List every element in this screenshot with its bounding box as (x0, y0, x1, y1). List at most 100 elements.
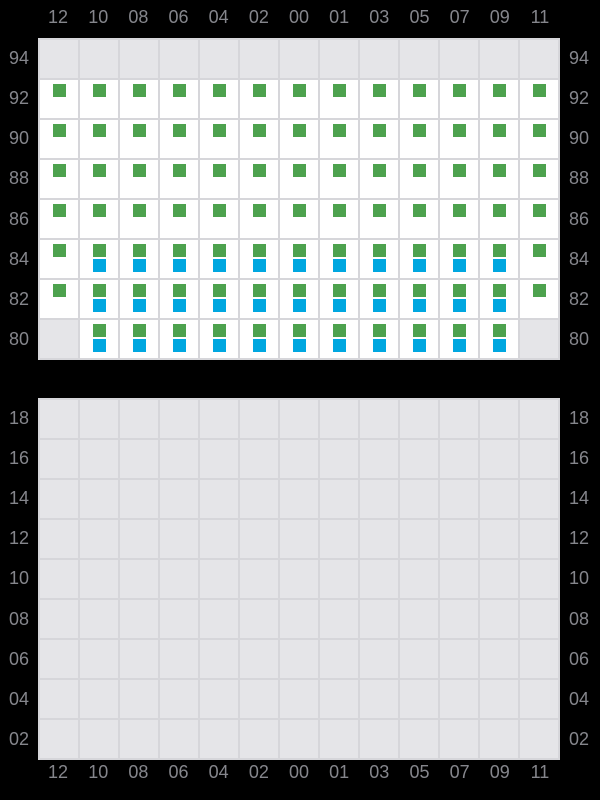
grid-cell[interactable] (440, 320, 478, 358)
grid-cell[interactable] (120, 200, 158, 238)
grid-cell[interactable] (440, 160, 478, 198)
grid-cell[interactable] (520, 160, 558, 198)
grid-cell[interactable] (320, 160, 358, 198)
grid-cell[interactable] (200, 280, 238, 318)
green-square-marker (412, 84, 426, 97)
grid-cell[interactable] (440, 200, 478, 238)
grid-cell[interactable] (80, 200, 118, 238)
grid-cell[interactable] (40, 200, 78, 238)
grid-cell[interactable] (200, 160, 238, 198)
grid-cell[interactable] (520, 120, 558, 158)
grid-cell[interactable] (280, 120, 318, 158)
grid-cell[interactable] (320, 200, 358, 238)
grid-cell[interactable] (280, 160, 318, 198)
grid-cell[interactable] (80, 120, 118, 158)
grid-cell[interactable] (160, 320, 198, 358)
grid-cell[interactable] (400, 80, 438, 118)
grid-cell[interactable] (480, 200, 518, 238)
grid-cell[interactable] (400, 320, 438, 358)
green-square-marker (332, 244, 346, 257)
grid-cell[interactable] (240, 240, 278, 278)
grid-cell[interactable] (200, 200, 238, 238)
grid-cell[interactable] (240, 120, 278, 158)
grid-cell[interactable] (160, 200, 198, 238)
grid-cell[interactable] (440, 80, 478, 118)
grid-cell[interactable] (40, 80, 78, 118)
grid-cell (120, 40, 158, 78)
grid-cell[interactable] (120, 160, 158, 198)
grid-cell[interactable] (320, 120, 358, 158)
grid-cell[interactable] (200, 120, 238, 158)
grid-cell[interactable] (120, 80, 158, 118)
grid-cell (120, 640, 158, 678)
grid-cell[interactable] (440, 280, 478, 318)
grid-cell[interactable] (160, 280, 198, 318)
grid-cell[interactable] (40, 160, 78, 198)
top-column-label: 08 (128, 7, 149, 27)
grid-cell[interactable] (240, 80, 278, 118)
grid-cell[interactable] (480, 120, 518, 158)
grid-cell[interactable] (480, 320, 518, 358)
grid-cell[interactable] (280, 320, 318, 358)
grid-cell[interactable] (120, 240, 158, 278)
grid-cell[interactable] (80, 240, 118, 278)
grid-cell[interactable] (80, 160, 118, 198)
grid-cell[interactable] (360, 160, 398, 198)
grid-cell[interactable] (520, 240, 558, 278)
grid-cell[interactable] (480, 280, 518, 318)
grid-cell[interactable] (280, 280, 318, 318)
grid-cell[interactable] (480, 240, 518, 278)
grid-cell[interactable] (400, 240, 438, 278)
grid-cell[interactable] (360, 200, 398, 238)
grid-cell[interactable] (360, 240, 398, 278)
grid-cell[interactable] (360, 280, 398, 318)
grid-cell[interactable] (200, 240, 238, 278)
grid-cell[interactable] (240, 320, 278, 358)
blue-square-marker (412, 259, 426, 272)
grid-cell[interactable] (440, 240, 478, 278)
grid-cell[interactable] (520, 80, 558, 118)
top-column-label: 09 (489, 7, 510, 27)
grid-cell[interactable] (240, 200, 278, 238)
grid-cell[interactable] (80, 320, 118, 358)
grid-cell[interactable] (240, 160, 278, 198)
grid-cell[interactable] (360, 320, 398, 358)
grid-cell[interactable] (400, 120, 438, 158)
grid-cell[interactable] (160, 120, 198, 158)
grid-cell[interactable] (400, 200, 438, 238)
grid-cell[interactable] (40, 120, 78, 158)
grid-cell[interactable] (80, 80, 118, 118)
grid-cell[interactable] (320, 320, 358, 358)
grid-cell[interactable] (400, 160, 438, 198)
grid-cell[interactable] (520, 200, 558, 238)
grid-cell[interactable] (280, 240, 318, 278)
grid-cell[interactable] (480, 160, 518, 198)
grid-cell[interactable] (480, 80, 518, 118)
grid-cell[interactable] (280, 80, 318, 118)
grid-cell[interactable] (160, 160, 198, 198)
grid-cell[interactable] (40, 240, 78, 278)
top-column-label: 03 (369, 7, 390, 27)
green-square-marker (172, 324, 186, 337)
grid-cell[interactable] (360, 120, 398, 158)
grid-cell[interactable] (40, 280, 78, 318)
grid-cell[interactable] (320, 280, 358, 318)
grid-cell[interactable] (80, 280, 118, 318)
grid-cell[interactable] (120, 280, 158, 318)
grid-cell[interactable] (320, 240, 358, 278)
grid-cell[interactable] (320, 80, 358, 118)
grid-cell[interactable] (160, 240, 198, 278)
grid-cell[interactable] (280, 200, 318, 238)
grid-cell[interactable] (360, 80, 398, 118)
grid-cell[interactable] (160, 80, 198, 118)
grid-cell[interactable] (200, 80, 238, 118)
grid-cell (360, 560, 398, 598)
grid-cell[interactable] (520, 280, 558, 318)
grid-cell[interactable] (120, 120, 158, 158)
green-square-marker (92, 164, 106, 177)
grid-cell[interactable] (440, 120, 478, 158)
grid-cell[interactable] (240, 280, 278, 318)
grid-cell[interactable] (120, 320, 158, 358)
grid-cell[interactable] (400, 280, 438, 318)
grid-cell[interactable] (200, 320, 238, 358)
